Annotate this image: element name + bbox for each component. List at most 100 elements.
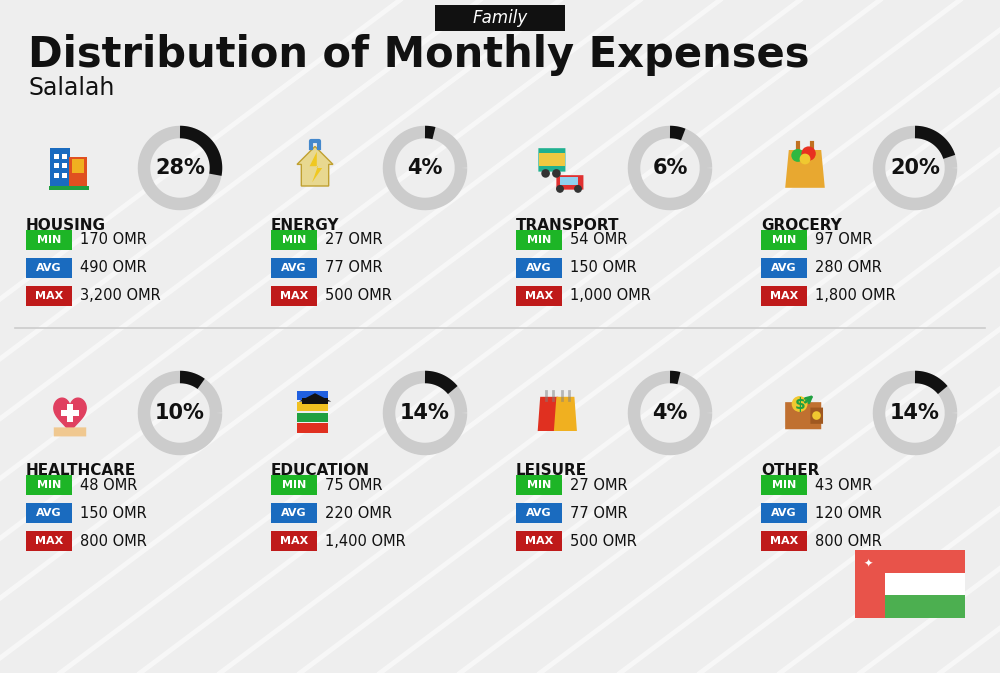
- Text: Distribution of Monthly Expenses: Distribution of Monthly Expenses: [28, 34, 810, 76]
- FancyBboxPatch shape: [50, 148, 70, 188]
- FancyBboxPatch shape: [72, 159, 84, 174]
- Text: LEISURE: LEISURE: [516, 463, 587, 478]
- Text: AVG: AVG: [36, 508, 62, 518]
- Polygon shape: [310, 152, 322, 182]
- FancyBboxPatch shape: [297, 423, 328, 433]
- Text: 150 OMR: 150 OMR: [80, 505, 147, 520]
- FancyBboxPatch shape: [26, 230, 72, 250]
- Text: AVG: AVG: [281, 263, 307, 273]
- FancyBboxPatch shape: [516, 475, 562, 495]
- FancyBboxPatch shape: [810, 408, 823, 424]
- FancyBboxPatch shape: [49, 186, 89, 190]
- FancyBboxPatch shape: [516, 258, 562, 278]
- Text: 14%: 14%: [400, 403, 450, 423]
- FancyBboxPatch shape: [560, 178, 578, 185]
- Text: MAX: MAX: [525, 536, 553, 546]
- FancyBboxPatch shape: [761, 475, 807, 495]
- Circle shape: [792, 396, 808, 412]
- Text: 170 OMR: 170 OMR: [80, 232, 147, 248]
- FancyBboxPatch shape: [435, 5, 565, 31]
- Text: 120 OMR: 120 OMR: [815, 505, 882, 520]
- Text: 4%: 4%: [652, 403, 688, 423]
- Text: 500 OMR: 500 OMR: [325, 289, 392, 304]
- Circle shape: [552, 169, 561, 178]
- Text: ✦: ✦: [864, 559, 873, 569]
- Text: TRANSPORT: TRANSPORT: [516, 218, 620, 233]
- Text: HEALTHCARE: HEALTHCARE: [26, 463, 136, 478]
- Text: 280 OMR: 280 OMR: [815, 260, 882, 275]
- Text: 1,400 OMR: 1,400 OMR: [325, 534, 406, 548]
- Text: HOUSING: HOUSING: [26, 218, 106, 233]
- Polygon shape: [54, 398, 86, 434]
- Text: OTHER: OTHER: [761, 463, 819, 478]
- FancyBboxPatch shape: [54, 173, 59, 178]
- Text: MAX: MAX: [35, 536, 63, 546]
- Polygon shape: [554, 397, 577, 431]
- Text: MIN: MIN: [527, 480, 551, 490]
- Text: AVG: AVG: [526, 263, 552, 273]
- Text: MAX: MAX: [770, 536, 798, 546]
- Text: 77 OMR: 77 OMR: [325, 260, 383, 275]
- FancyBboxPatch shape: [69, 157, 87, 188]
- Text: 490 OMR: 490 OMR: [80, 260, 147, 275]
- FancyBboxPatch shape: [54, 427, 86, 436]
- Text: 77 OMR: 77 OMR: [570, 505, 628, 520]
- Text: MAX: MAX: [525, 291, 553, 301]
- FancyBboxPatch shape: [62, 163, 67, 168]
- Circle shape: [541, 169, 550, 178]
- Text: MIN: MIN: [282, 480, 306, 490]
- Text: MAX: MAX: [35, 291, 63, 301]
- FancyBboxPatch shape: [26, 258, 72, 278]
- Circle shape: [791, 149, 804, 162]
- Text: 27 OMR: 27 OMR: [570, 478, 628, 493]
- Text: $: $: [794, 396, 805, 411]
- Text: AVG: AVG: [281, 508, 307, 518]
- FancyBboxPatch shape: [61, 410, 79, 416]
- FancyBboxPatch shape: [516, 230, 562, 250]
- Text: MAX: MAX: [280, 536, 308, 546]
- Text: 1,000 OMR: 1,000 OMR: [570, 289, 651, 304]
- Text: MIN: MIN: [37, 480, 61, 490]
- Text: 800 OMR: 800 OMR: [80, 534, 147, 548]
- FancyBboxPatch shape: [271, 230, 317, 250]
- FancyBboxPatch shape: [785, 402, 821, 429]
- FancyBboxPatch shape: [297, 391, 328, 400]
- Text: AVG: AVG: [771, 508, 797, 518]
- FancyBboxPatch shape: [539, 153, 565, 166]
- Text: 28%: 28%: [155, 158, 205, 178]
- Polygon shape: [785, 150, 825, 188]
- FancyBboxPatch shape: [516, 503, 562, 523]
- Text: AVG: AVG: [36, 263, 62, 273]
- Text: MIN: MIN: [527, 235, 551, 245]
- Polygon shape: [297, 147, 333, 186]
- Text: 27 OMR: 27 OMR: [325, 232, 383, 248]
- Circle shape: [574, 185, 582, 193]
- Text: MIN: MIN: [282, 235, 306, 245]
- Text: 4%: 4%: [407, 158, 443, 178]
- Text: MIN: MIN: [772, 480, 796, 490]
- FancyBboxPatch shape: [26, 286, 72, 306]
- FancyBboxPatch shape: [516, 286, 562, 306]
- Circle shape: [812, 411, 821, 420]
- Text: 220 OMR: 220 OMR: [325, 505, 392, 520]
- FancyBboxPatch shape: [271, 286, 317, 306]
- FancyBboxPatch shape: [761, 258, 807, 278]
- FancyBboxPatch shape: [885, 596, 965, 618]
- FancyBboxPatch shape: [761, 230, 807, 250]
- Text: 75 OMR: 75 OMR: [325, 478, 382, 493]
- Text: 48 OMR: 48 OMR: [80, 478, 137, 493]
- Text: GROCERY: GROCERY: [761, 218, 842, 233]
- Text: AVG: AVG: [771, 263, 797, 273]
- Text: 150 OMR: 150 OMR: [570, 260, 637, 275]
- Text: 1,800 OMR: 1,800 OMR: [815, 289, 896, 304]
- FancyBboxPatch shape: [885, 573, 965, 596]
- FancyBboxPatch shape: [62, 153, 67, 159]
- FancyBboxPatch shape: [855, 550, 965, 618]
- FancyBboxPatch shape: [26, 503, 72, 523]
- FancyBboxPatch shape: [26, 475, 72, 495]
- Text: Family: Family: [472, 9, 528, 27]
- Text: ENERGY: ENERGY: [271, 218, 340, 233]
- Text: 43 OMR: 43 OMR: [815, 478, 872, 493]
- FancyBboxPatch shape: [297, 413, 328, 422]
- Text: 54 OMR: 54 OMR: [570, 232, 627, 248]
